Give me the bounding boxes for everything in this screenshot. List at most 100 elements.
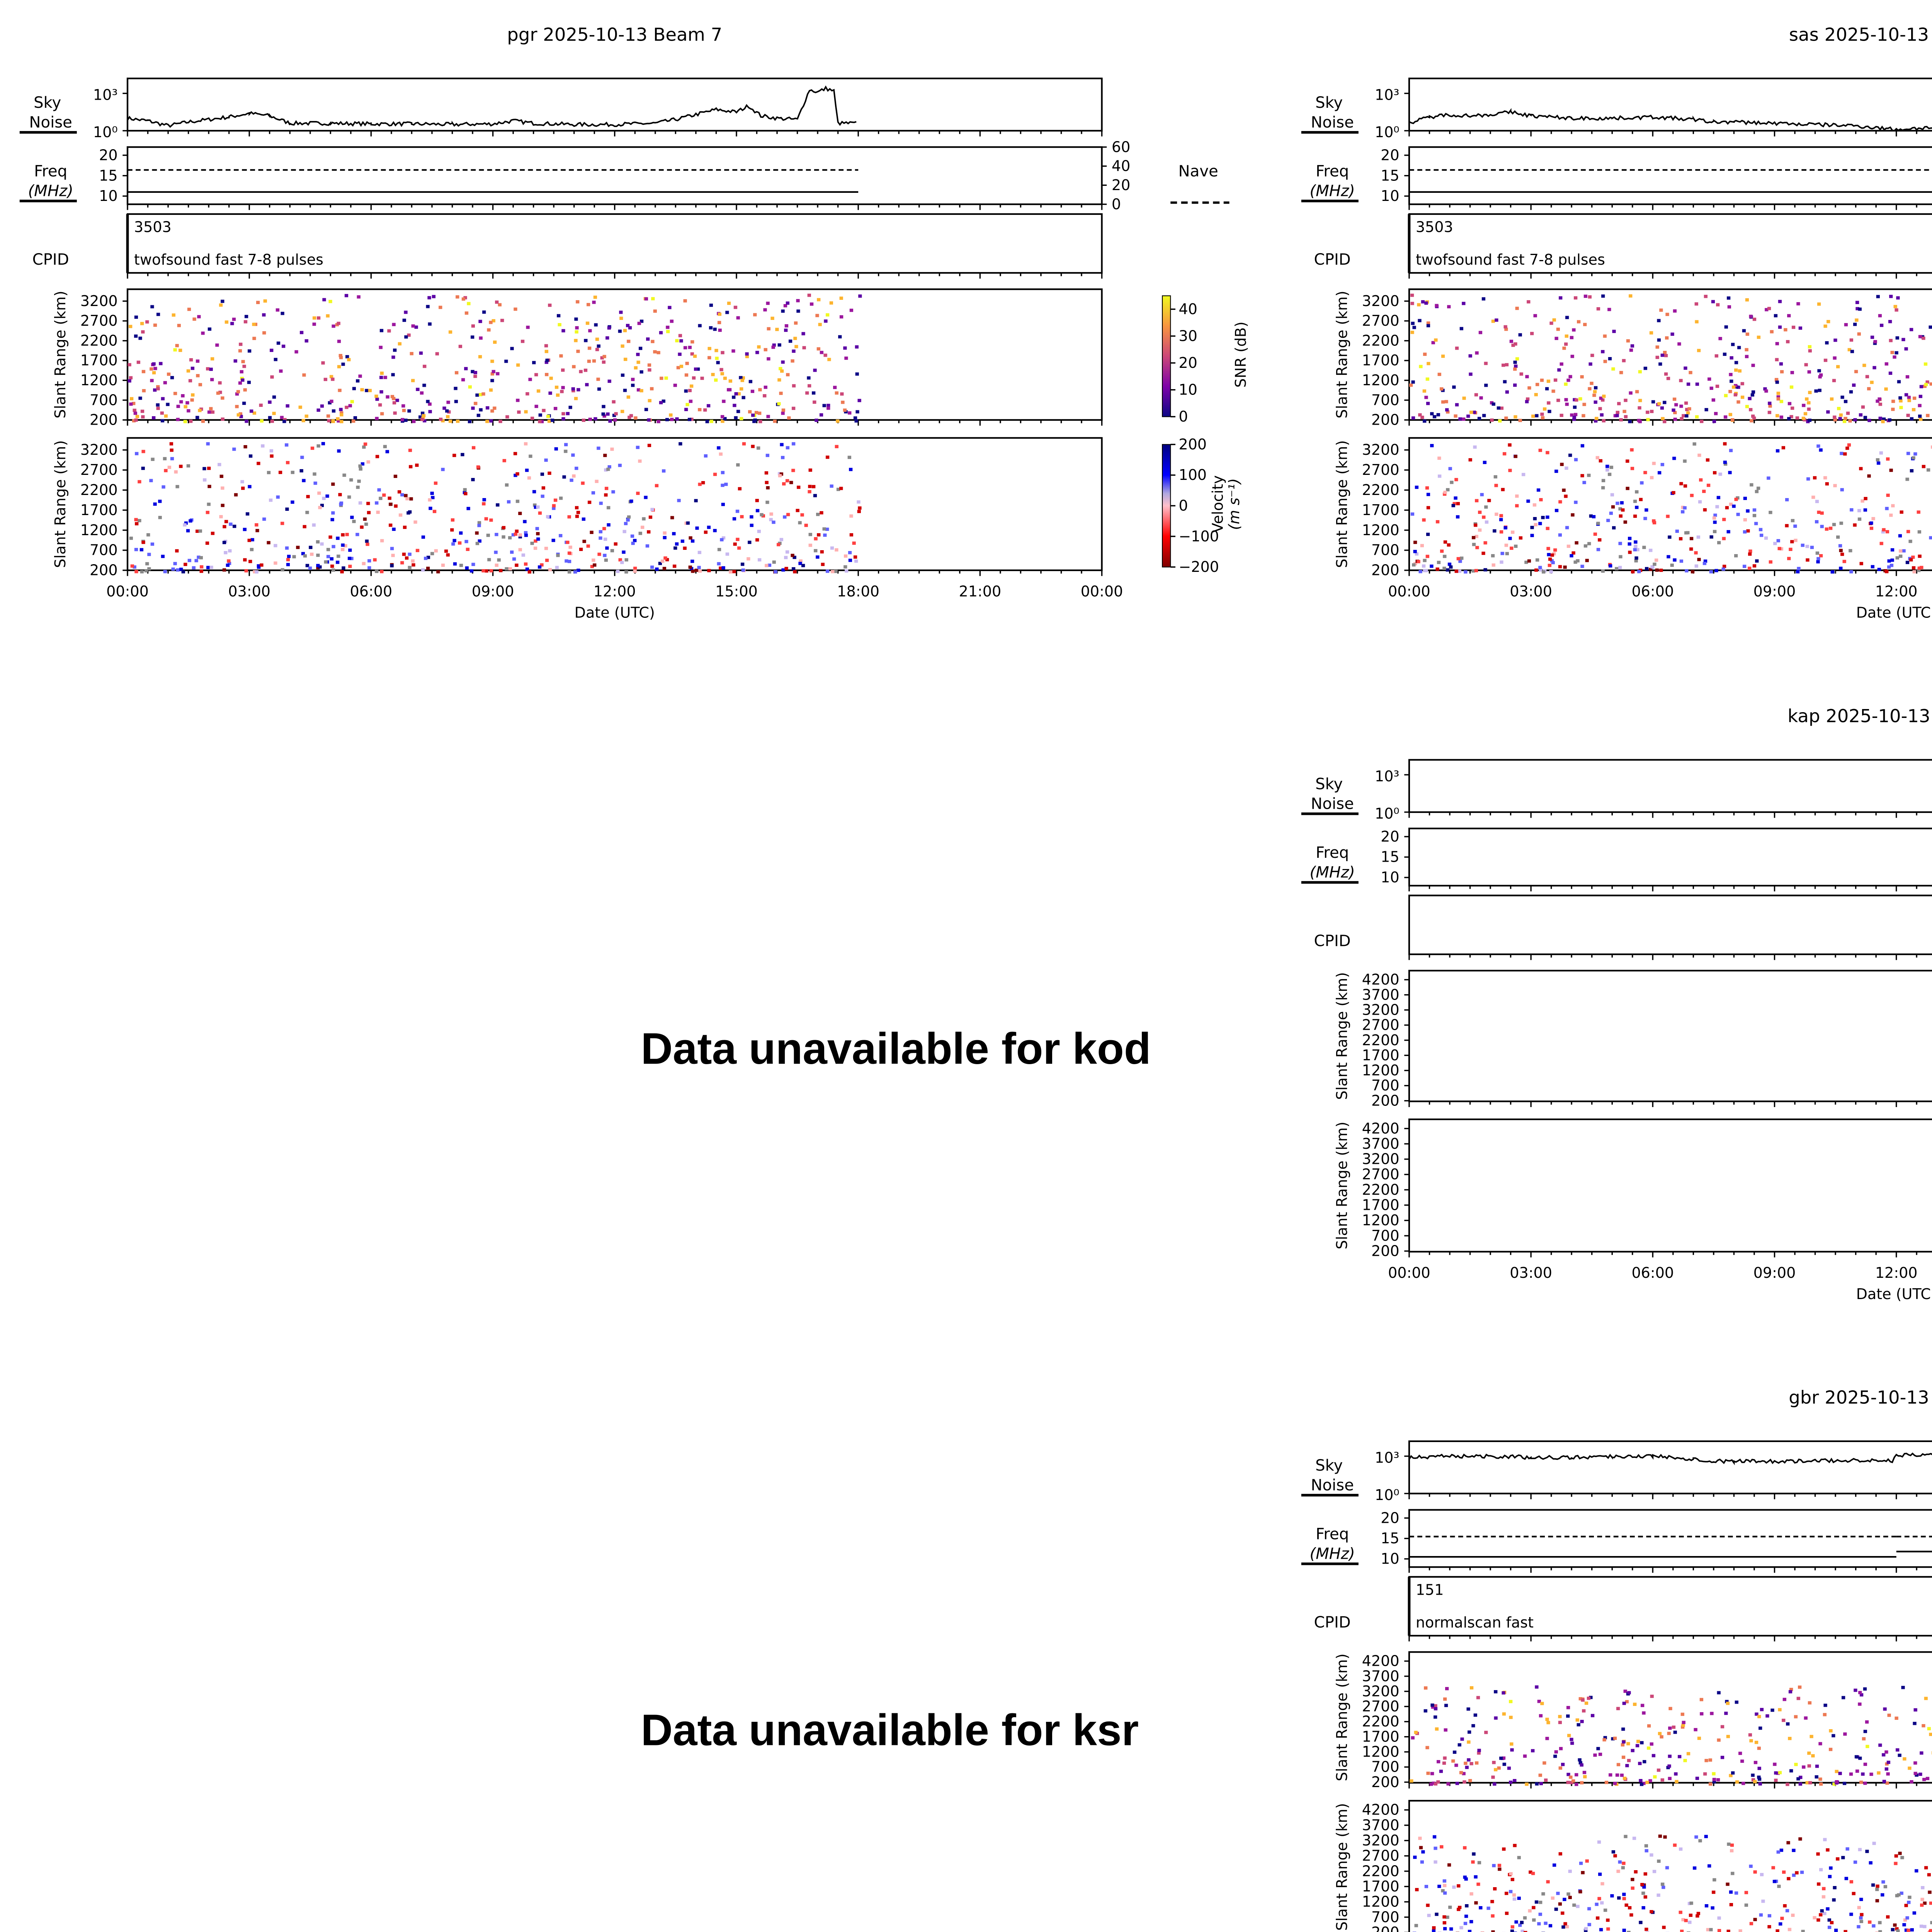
snr-cell (582, 418, 586, 422)
snr-cell (150, 305, 154, 308)
snr-cell (379, 329, 384, 332)
snr-cell (1807, 401, 1811, 405)
snr-cell (1904, 347, 1908, 351)
vel-cell (1483, 461, 1487, 464)
snr-cell (1803, 412, 1808, 415)
sky-tick-label: 10⁰ (1375, 805, 1400, 822)
snr-cell (240, 370, 243, 374)
range-tick-label: 1200 (1362, 1212, 1400, 1229)
vel-cell (801, 564, 805, 567)
vel-cell (1565, 526, 1569, 529)
vel-cell (444, 549, 448, 553)
vel-cell (206, 442, 210, 446)
snr-data-cells (128, 293, 862, 423)
vel-cell (1859, 562, 1863, 565)
cbar-tick-label: 0 (1179, 497, 1188, 514)
snr-cell (1918, 414, 1922, 418)
snr-cell (252, 337, 256, 340)
vel-cell (772, 520, 776, 524)
x-tick-label: 03:00 (228, 583, 270, 600)
snr-cell (1611, 367, 1615, 371)
vel-cell (408, 566, 412, 569)
snr-cell (656, 420, 660, 423)
vel-cell (740, 515, 744, 519)
snr-cell (1776, 395, 1780, 399)
snr-cell (626, 395, 630, 399)
snr-cell (407, 409, 411, 413)
vel-cell (769, 518, 773, 522)
snr-cell (666, 325, 670, 329)
snr-cell (781, 408, 786, 412)
vel-cell (397, 490, 401, 494)
snr-cell (1477, 417, 1481, 420)
vel-cell (1426, 532, 1430, 536)
vel-cell (751, 445, 755, 448)
vel-cell (1475, 546, 1479, 549)
snr-cell (734, 392, 738, 396)
vel-cell (1538, 522, 1542, 526)
range-tick-label: 2200 (80, 332, 118, 349)
snr-cell (1594, 419, 1598, 423)
sky-axes (1408, 759, 1932, 813)
vel-cell (409, 465, 413, 469)
vel-cell (1716, 496, 1721, 499)
vel-cell (274, 561, 277, 565)
vel-cell (1606, 519, 1610, 522)
vel-cell (616, 570, 620, 573)
vel-cell (538, 511, 542, 515)
snr-cell (414, 325, 418, 329)
vel-cell (1815, 520, 1819, 524)
vel-cell (1568, 453, 1572, 457)
snr-cell (595, 337, 599, 341)
snr-cell (690, 340, 694, 344)
vel-cell (1596, 548, 1600, 551)
snr-cell (489, 321, 493, 324)
snr-cell (375, 417, 379, 420)
snr-cell (1697, 349, 1701, 352)
vel-cell (150, 543, 154, 546)
snr-cell (1751, 364, 1755, 367)
vel-cell (1859, 467, 1863, 471)
x-tick-label: 09:00 (1753, 1264, 1796, 1281)
vel-cell (261, 444, 265, 448)
snr-cell (510, 347, 514, 350)
vel-cell (518, 533, 522, 537)
snr-cell (132, 401, 136, 405)
snr-cell (1573, 398, 1577, 401)
snr-cell (829, 301, 833, 305)
vel-cell (1728, 471, 1732, 474)
vel-cell (1580, 565, 1584, 568)
snr-cell (1468, 354, 1472, 358)
vel-cell (1681, 505, 1685, 509)
vel-cell (360, 526, 364, 529)
vel-cell (366, 460, 370, 464)
snr-cell (1573, 405, 1577, 409)
snr-cell (1420, 415, 1424, 419)
snr-cell (1918, 404, 1922, 407)
vel-cell (791, 442, 796, 446)
vel-cell (475, 542, 480, 545)
vel-cell (620, 561, 624, 564)
vel-cell (316, 564, 320, 567)
vel-cell (412, 563, 415, 567)
snr-cell (1556, 398, 1560, 402)
vel-cell (697, 566, 701, 569)
vel-cell (485, 569, 488, 573)
vel-cell (1454, 478, 1458, 481)
snr-cell (545, 359, 549, 362)
vel-cell (1634, 540, 1638, 544)
vel-cell (1908, 539, 1912, 543)
snr-cell (252, 411, 256, 415)
vel-cell (1881, 530, 1885, 534)
vel-cell (513, 452, 517, 456)
snr-cell (566, 412, 570, 415)
vel-cell (1570, 554, 1573, 558)
vel-cell (844, 565, 847, 569)
snr-cell (490, 379, 494, 383)
snr-cell (839, 296, 843, 300)
vel-cell (1601, 569, 1605, 573)
snr-cell (594, 417, 597, 421)
snr-cell (1421, 300, 1425, 304)
snr-cell (1870, 381, 1874, 384)
snr-cell (401, 404, 405, 408)
